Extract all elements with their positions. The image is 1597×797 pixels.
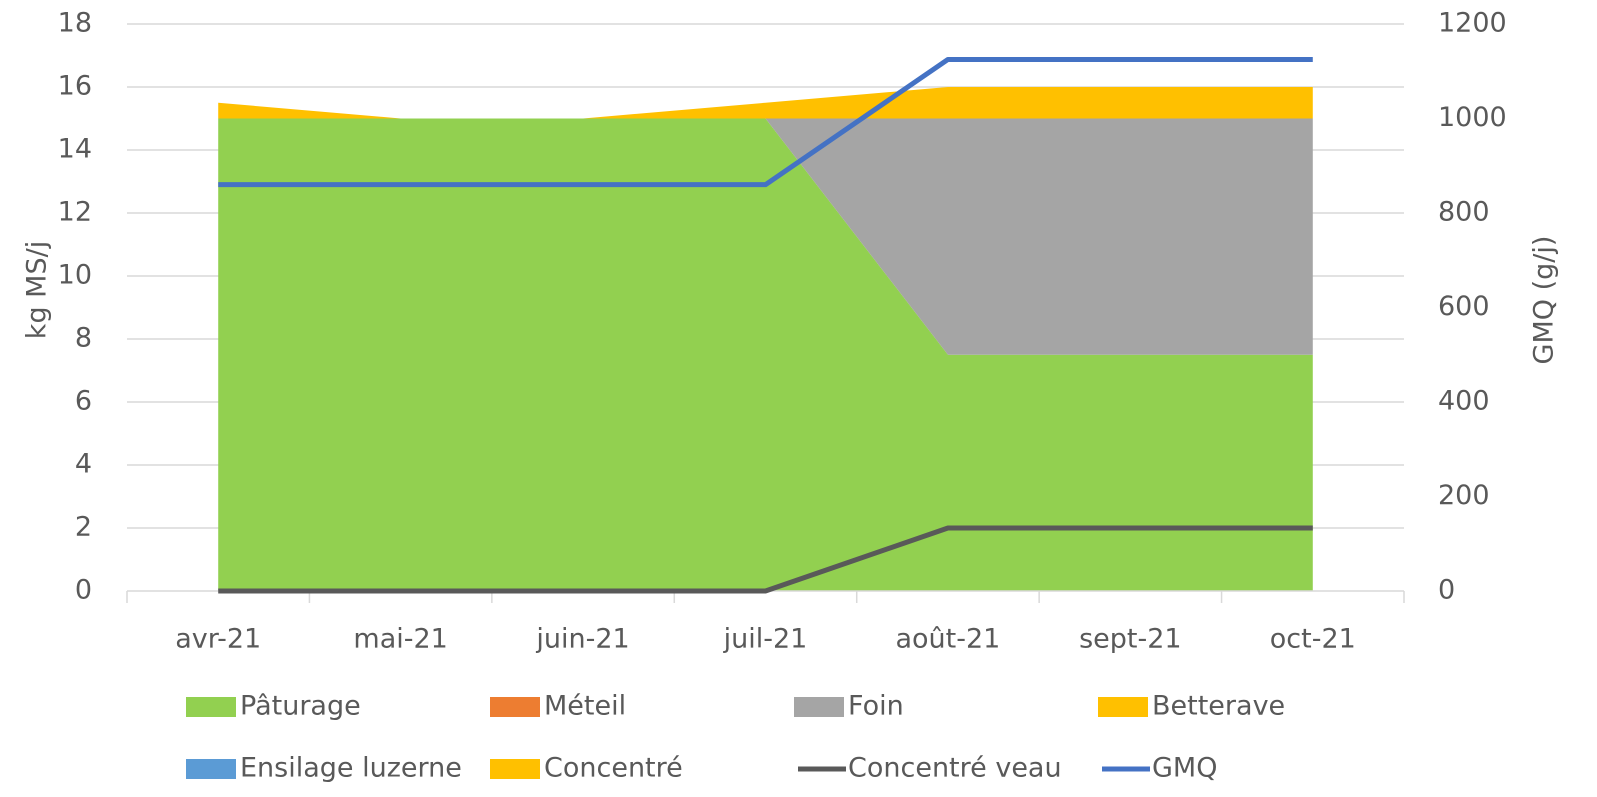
legend-label: Méteil xyxy=(544,691,626,722)
x-tick-label: sept-21 xyxy=(1079,624,1182,655)
legend-label: Concentré veau xyxy=(848,753,1062,784)
legend-label: Betterave xyxy=(1152,691,1285,722)
y-tick-label: 2 xyxy=(75,512,92,543)
line xyxy=(218,525,1313,594)
legend-swatch xyxy=(794,697,844,717)
y-axis-label: kg MS/j xyxy=(22,241,53,339)
legend-swatch xyxy=(186,759,236,779)
legend-swatch xyxy=(490,697,540,717)
legend-swatch xyxy=(186,697,236,717)
area xyxy=(218,87,1313,119)
y2-tick-label: 600 xyxy=(1438,291,1490,322)
y2-tick-label: 200 xyxy=(1438,480,1490,511)
y2-tick-label: 400 xyxy=(1438,386,1490,417)
legend-label: Concentré xyxy=(544,753,683,784)
x-tick-label: mai-21 xyxy=(353,624,447,655)
legend-swatch xyxy=(1098,697,1148,717)
y2-tick-label: 800 xyxy=(1438,197,1490,228)
x-tick-label: avr-21 xyxy=(175,624,261,655)
legend-label: GMQ xyxy=(1152,753,1217,784)
y-tick-label: 16 xyxy=(58,71,92,102)
x-tick-label: juin-21 xyxy=(535,624,629,655)
x-tick-label: août-21 xyxy=(895,624,1000,655)
y-tick-label: 4 xyxy=(75,449,92,480)
legend-label: Pâturage xyxy=(240,691,361,722)
y2-tick-label: 0 xyxy=(1438,575,1455,606)
line xyxy=(218,56,1313,188)
legend-swatch xyxy=(490,759,540,779)
x-tick-label: oct-21 xyxy=(1270,624,1356,655)
y-tick-label: 12 xyxy=(58,197,92,228)
area xyxy=(218,118,1313,591)
y-tick-label: 10 xyxy=(58,260,92,291)
y-tick-label: 6 xyxy=(75,386,92,417)
y-tick-label: 8 xyxy=(75,323,92,354)
y2-tick-label: 1000 xyxy=(1438,102,1507,133)
legend-label: Foin xyxy=(848,691,904,722)
area xyxy=(218,118,1313,355)
legend-label: Ensilage luzerne xyxy=(240,753,462,784)
y2-axis-label: GMQ (g/j) xyxy=(1529,236,1560,365)
y-tick-label: 14 xyxy=(58,134,92,165)
y2-tick-label: 1200 xyxy=(1438,8,1507,39)
y-tick-label: 0 xyxy=(75,575,92,606)
y-tick-label: 18 xyxy=(58,8,92,39)
x-tick-label: juil-21 xyxy=(723,624,808,655)
